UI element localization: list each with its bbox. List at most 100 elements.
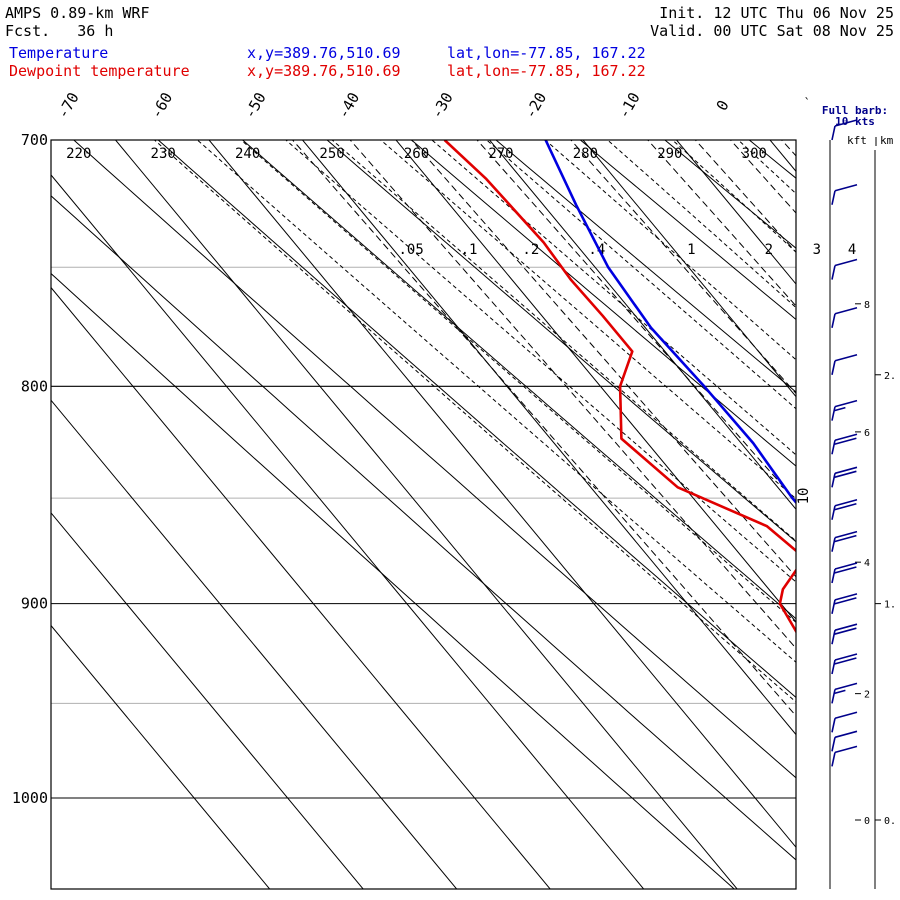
moist-adiabat xyxy=(811,87,900,900)
plot-frame xyxy=(50,139,797,890)
wind-barb-flag xyxy=(834,623,858,631)
wind-barb-shaft xyxy=(831,737,836,752)
dry-adiabat xyxy=(241,140,796,620)
wind-barb xyxy=(831,745,858,767)
temperature-tick-label: -70 xyxy=(54,89,83,121)
thermo-lines xyxy=(51,87,900,900)
axis-mark: ˎ xyxy=(803,85,810,100)
wind-barb-flag xyxy=(834,730,858,739)
wind-barb-shaft xyxy=(831,406,836,421)
wind-barb-shaft xyxy=(831,360,836,375)
wind-barb-shaft xyxy=(831,689,836,704)
temperature-profile xyxy=(544,140,796,505)
mixing-ratio-line xyxy=(729,140,796,214)
wind-barb xyxy=(831,653,858,675)
temperature-tick-label: -50 xyxy=(241,89,270,121)
wind-barb-flag xyxy=(834,354,858,362)
isotherm xyxy=(301,140,796,736)
wind-barb-shaft xyxy=(831,659,836,675)
legend-temperature-name: Temperature xyxy=(9,44,109,62)
moist-adiabat xyxy=(747,87,900,900)
wind-barb-shaft xyxy=(831,599,836,615)
wind-barb xyxy=(831,399,858,421)
dry-adiabat xyxy=(579,140,796,321)
mixing-ratio-label: 2 xyxy=(765,242,773,258)
theta-label: 260 xyxy=(404,146,429,162)
moist-adiabat xyxy=(240,140,796,623)
wind-barb-flag xyxy=(834,502,857,511)
wind-barb-flag xyxy=(834,597,857,605)
dry-adiabat xyxy=(495,140,796,393)
isotherm xyxy=(51,624,271,889)
forecast-value: 36 h xyxy=(77,22,114,40)
legend-temperature-latlon: lat,lon=-77.85, 167.22 xyxy=(447,44,646,62)
temperature-tick-label: -60 xyxy=(147,89,176,121)
pressure-tick-label: 1000 xyxy=(12,789,48,807)
km-axis-label: km xyxy=(880,134,894,147)
barb-note-line2: 10 kts xyxy=(835,115,875,128)
theta-label: 290 xyxy=(657,146,682,162)
theta-e-label: 10 xyxy=(796,488,812,505)
moist-adiabat xyxy=(872,87,900,900)
wind-barb-flag xyxy=(834,119,858,127)
init-label: Init. xyxy=(659,4,705,22)
dry-adiabat xyxy=(157,140,796,699)
kft-tick-label: 4 xyxy=(864,558,870,569)
isotherm xyxy=(208,140,796,849)
profiles xyxy=(443,140,796,634)
isotherm xyxy=(51,399,458,889)
wind-barb-flag xyxy=(834,745,858,754)
wind-barb-shaft xyxy=(831,752,836,767)
isotherm xyxy=(51,174,645,889)
moist-adiabat xyxy=(196,140,796,663)
wind-barb xyxy=(831,562,858,584)
wind-barb-flag xyxy=(834,534,857,543)
wind-barb-flag xyxy=(834,653,858,661)
isotherm xyxy=(51,286,551,889)
km-tick-label: 1. xyxy=(884,600,896,611)
moist-adiabat xyxy=(544,140,796,361)
wind-barb-flag xyxy=(834,399,858,408)
isotherm xyxy=(51,512,364,889)
isotherm xyxy=(675,140,796,285)
wind-barb-shaft xyxy=(831,265,836,280)
isotherm xyxy=(582,140,796,398)
legend-dewpoint-latlon: lat,lon=-77.85, 167.22 xyxy=(447,62,646,80)
init-time: Init. 12 UTC Thu 06 Nov 25 xyxy=(659,4,894,22)
isotherm xyxy=(395,140,796,623)
wind-barb-half xyxy=(834,406,846,412)
wind-barb-flag xyxy=(834,682,858,691)
valid-label: Valid. xyxy=(650,22,705,40)
wind-barb-flag xyxy=(834,258,858,267)
legend-dewpoint-xy: x,y=389.76,510.69 xyxy=(247,62,401,80)
theta-label: 220 xyxy=(66,146,91,162)
wind-barb-flag xyxy=(834,593,858,601)
dry-adiabat xyxy=(51,195,796,861)
wind-barb-shaft xyxy=(831,537,836,552)
mixing-ratio-label: 4 xyxy=(848,242,856,258)
kft-tick-label: 6 xyxy=(864,428,870,439)
dry-adiabat xyxy=(51,272,735,889)
wind-barb xyxy=(831,306,858,328)
wind-barb-shaft xyxy=(831,568,836,584)
wind-barb-shaft xyxy=(831,190,836,205)
moist-adiabat xyxy=(153,140,796,703)
isotherm xyxy=(819,87,900,900)
theta-label: 240 xyxy=(235,146,260,162)
wind-barb-flag xyxy=(834,566,857,574)
mixing-ratio-line xyxy=(570,140,796,395)
wind-barb xyxy=(831,682,858,704)
kft-tick-label: 8 xyxy=(864,300,870,311)
theta-label: 250 xyxy=(319,146,344,162)
pressure-tick-label: 800 xyxy=(21,377,48,395)
valid-time: Valid. 00 UTC Sat 08 Nov 25 xyxy=(650,22,894,40)
pressure-tick-label: 900 xyxy=(21,595,48,613)
temperature-tick-label: -40 xyxy=(334,89,363,121)
wind-height-panel: Full barb:10 kts kft km 0 2 4 6 8 0. 1. 2. xyxy=(822,104,896,889)
wind-barb-flag xyxy=(834,498,858,507)
moist-adiabat xyxy=(431,140,796,456)
wind-barb xyxy=(831,119,858,141)
wind-barb-shaft xyxy=(831,718,836,733)
mixing-ratio-label: 3 xyxy=(813,242,821,258)
